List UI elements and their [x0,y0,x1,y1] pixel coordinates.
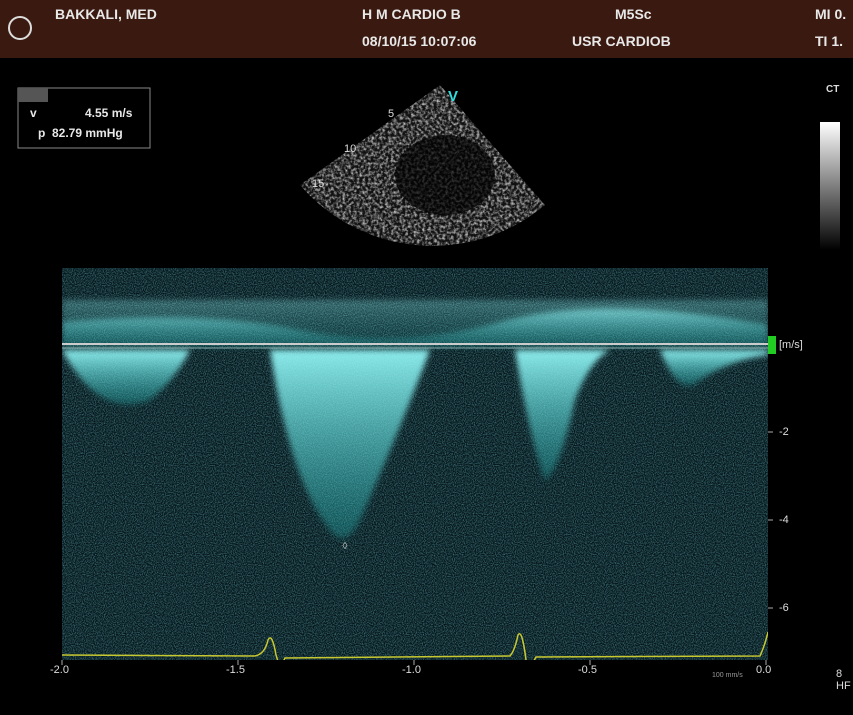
user: USR CARDIOB [572,33,671,49]
ultrasound-screen: ◊ BAKKALI, MED H M CARDIO B M5Sc MI 0. 0… [0,0,853,715]
datetime: 08/10/15 10:07:06 [362,33,476,49]
patient-name: BAKKALI, MED [55,6,157,22]
side-label: CT [826,84,839,95]
measurement-icon [18,88,48,102]
velocity-value: 4.55 m/s [85,106,132,120]
velocity-unit: [m/s] [779,339,803,351]
mechanical-index: MI 0. [815,6,846,22]
sweep-speed: 100 mm/s [712,672,743,679]
pressure-value: 82.79 mmHg [52,126,123,140]
thermal-index: TI 1. [815,33,843,49]
caliper: ◊ [343,541,348,552]
time-tick: -0.5 [578,664,597,676]
depth-label: 5 [388,108,394,120]
mode: HF [836,680,851,692]
view-marker: V [448,88,458,105]
time-tick: -1.0 [402,664,421,676]
pressure-label: p [38,126,45,140]
velocity-tick: -6 [779,602,789,614]
doppler-spectrum: ◊ [62,268,768,668]
echo-sector [290,80,560,260]
depth-label: 15 [312,178,324,190]
probe: M5Sc [615,6,652,22]
time-tick: 0.0 [756,664,771,676]
velocity-label: v [30,106,37,120]
velocity-tick: -4 [779,514,789,526]
institution: H M CARDIO B [362,6,461,22]
velocity-tick: -2 [779,426,789,438]
baseline-marker [768,336,776,354]
gray-scale-bar [820,122,840,250]
depth-label: 10 [344,143,356,155]
time-tick: -2.0 [50,664,69,676]
time-tick: -1.5 [226,664,245,676]
frequency: 8 [836,668,842,680]
